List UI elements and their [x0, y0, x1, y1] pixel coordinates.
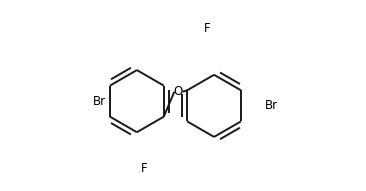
Text: Br: Br — [93, 95, 106, 108]
Text: Br: Br — [265, 99, 278, 112]
Text: O: O — [174, 85, 183, 98]
Text: F: F — [141, 163, 147, 176]
Text: F: F — [204, 22, 210, 35]
